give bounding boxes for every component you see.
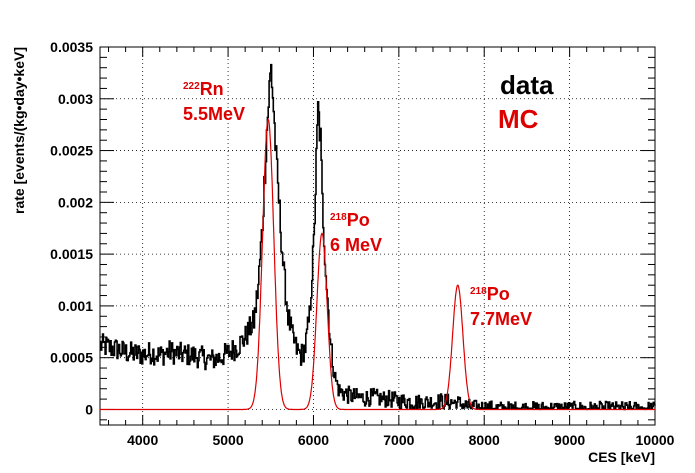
y-tick-label: 0.0005 [50, 350, 93, 366]
x-tick-label: 9000 [554, 432, 585, 448]
x-tick-label: 8000 [469, 432, 500, 448]
y-tick-label: 0.002 [58, 194, 93, 210]
x-tick-label: 6000 [298, 432, 329, 448]
y-tick-label: 0.003 [58, 91, 93, 107]
y-tick-label: 0 [85, 401, 93, 417]
y-tick-label: 0.0015 [50, 246, 93, 262]
y-axis-title: rate [events/(kg•day•keV] [11, 47, 27, 214]
x-tick-label: 10000 [636, 432, 675, 448]
x-tick-label: 5000 [212, 432, 243, 448]
axis-ticks: 4000 5000 6000 7000 8000 9000 10000 0 0.0005 0.00… [50, 39, 675, 448]
annotation-po218-77mev-isotope: 218 [470, 286, 487, 297]
annotation-rn222-element: Rn [200, 79, 224, 99]
annotation-rn222: 222Rn [183, 79, 224, 99]
annotation-po218-6mev-energy: 6 MeV [330, 235, 382, 255]
y-tick-label: 0.001 [58, 298, 93, 314]
annotation-po218-77mev: 218Po [470, 284, 510, 304]
annotation-rn222-energy: 5.5MeV [183, 104, 245, 124]
series-data-line [100, 63, 656, 411]
x-tick-label: 4000 [127, 432, 158, 448]
annotation-po218-6mev-element: Po [347, 210, 370, 230]
legend-mc-label: MC [498, 104, 539, 134]
x-tick-label: 7000 [383, 432, 414, 448]
legend-data-label: data [500, 70, 554, 100]
annotation-po218-77mev-element: Po [487, 284, 510, 304]
y-tick-label: 0.0025 [50, 143, 93, 159]
x-axis-title: CES [keV] [588, 449, 655, 465]
y-tick-label: 0.0035 [50, 39, 93, 55]
annotation-po218-6mev: 218Po [330, 210, 370, 230]
annotation-po218-77mev-energy: 7.7MeV [470, 309, 532, 329]
plot-frame [99, 46, 656, 426]
annotation-po218-6mev-isotope: 218 [330, 212, 347, 223]
annotation-rn222-isotope: 222 [183, 81, 200, 92]
series-mc-line [100, 118, 655, 411]
series-layer [100, 63, 656, 411]
